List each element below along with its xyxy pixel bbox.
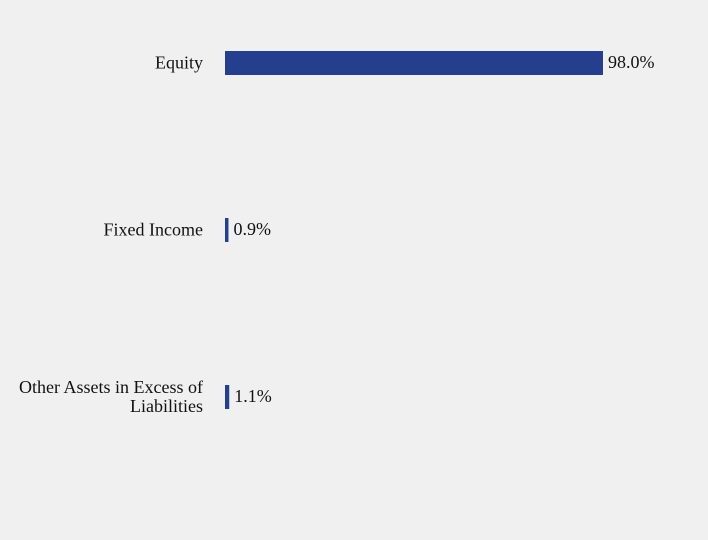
category-label: Fixed Income xyxy=(103,219,203,240)
value-label: 1.1% xyxy=(234,386,272,406)
value-label: 98.0% xyxy=(608,52,655,72)
bar xyxy=(225,385,230,409)
value-label: 0.9% xyxy=(233,219,271,239)
bar xyxy=(225,51,603,75)
category-label: Other Assets in Excess of Liabilities xyxy=(19,377,203,416)
category-label: Equity xyxy=(155,52,203,73)
bar xyxy=(225,218,229,242)
